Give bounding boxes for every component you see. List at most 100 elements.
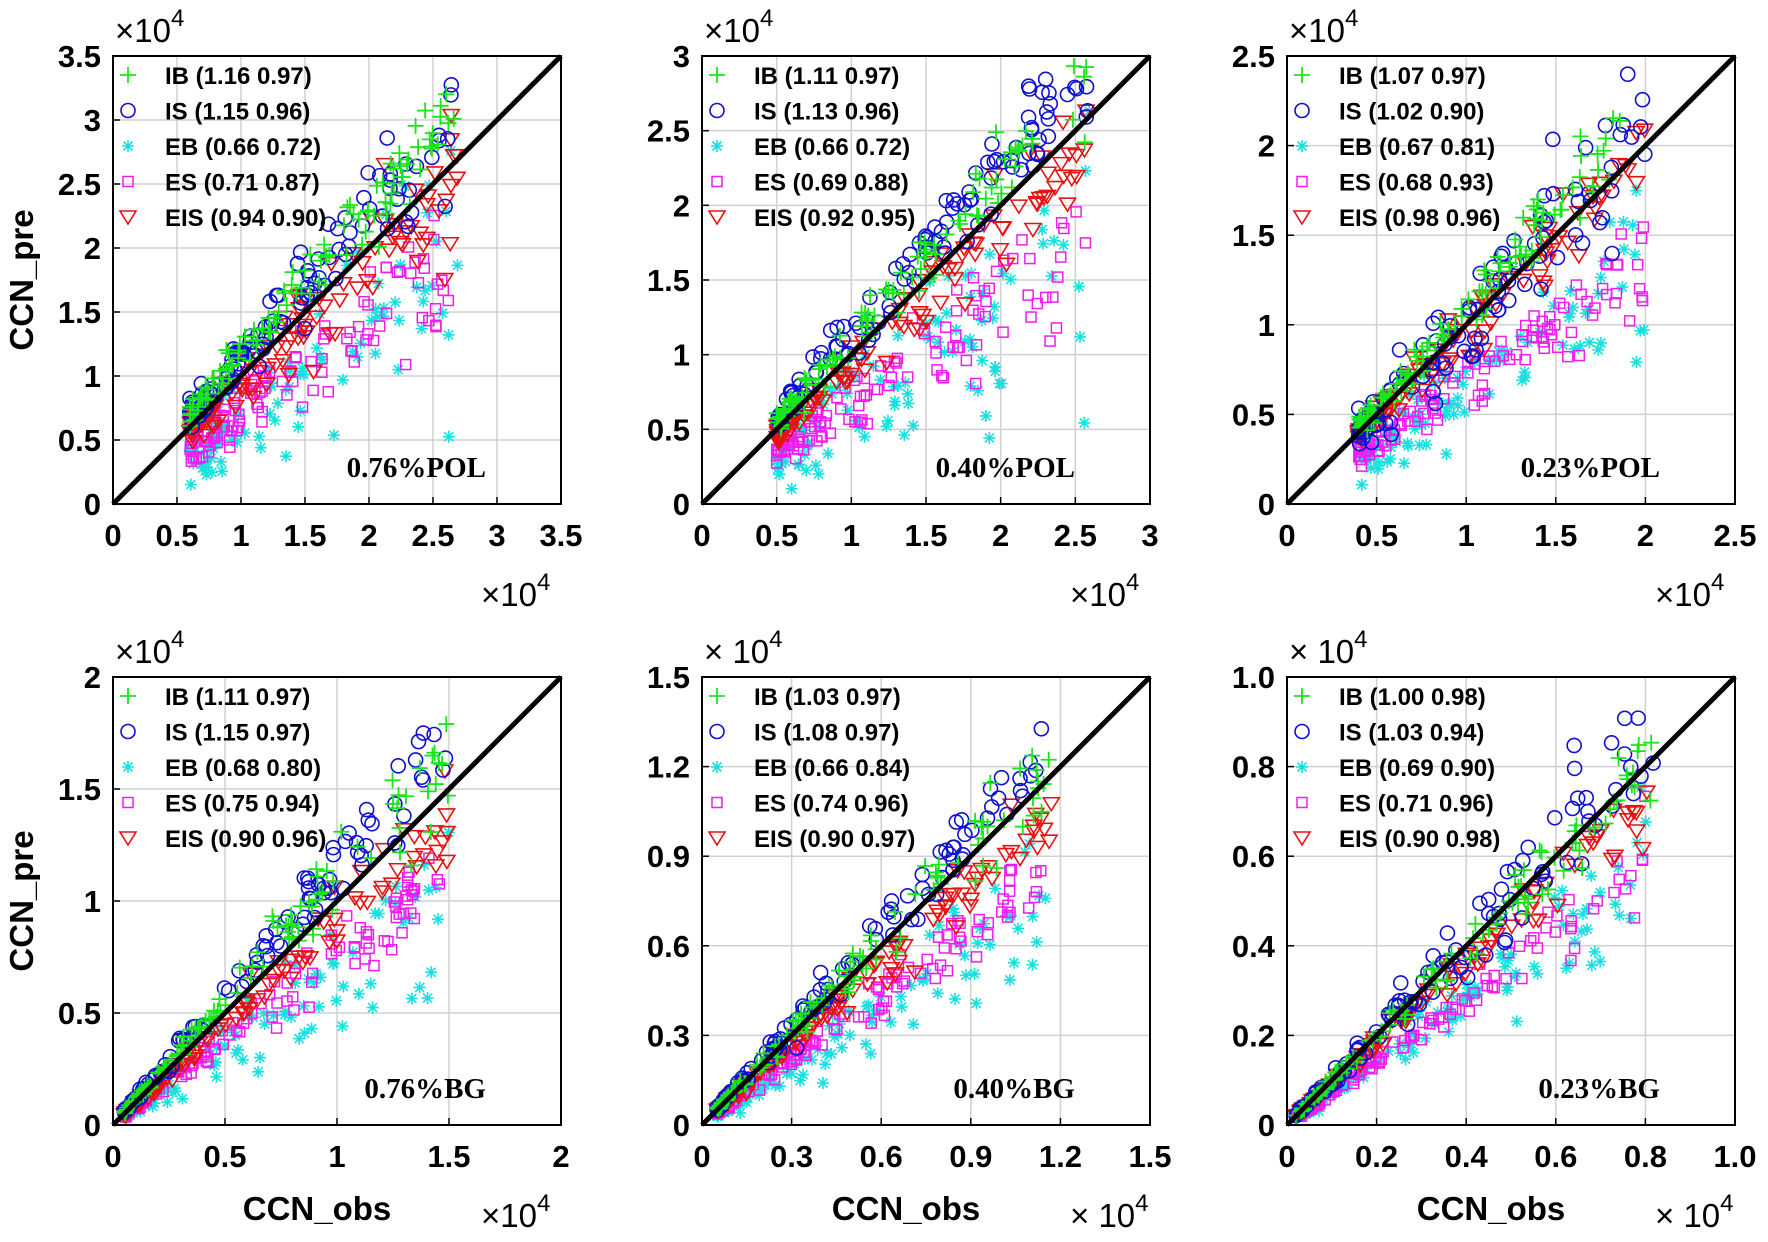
data-point-ES	[1623, 315, 1636, 327]
data-point-IB	[977, 190, 994, 207]
data-point-ES	[824, 427, 837, 439]
x-tick-label: 1	[328, 1139, 345, 1174]
data-point-IB	[1528, 201, 1545, 218]
data-point-IS	[881, 298, 898, 314]
data-point-ES	[271, 997, 283, 1009]
data-point-ES	[843, 413, 855, 426]
data-point-EB	[1508, 970, 1521, 983]
data-point-ES	[417, 252, 430, 265]
data-point-EB	[327, 957, 340, 970]
y-exponent-base: × 10	[1289, 633, 1354, 670]
data-point-EB	[907, 1018, 920, 1031]
data-point-IS	[1497, 932, 1514, 948]
data-point-IB	[305, 926, 322, 943]
data-point-EB	[1003, 973, 1016, 986]
data-point-EB	[1037, 237, 1050, 250]
data-point-IB	[270, 303, 287, 320]
data-point-EB	[1472, 984, 1485, 997]
data-point-IS	[1615, 117, 1632, 133]
data-point-IB	[1408, 348, 1425, 365]
data-point-IS	[1567, 181, 1584, 198]
legend-label: EB (0.68 0.80)	[165, 755, 321, 782]
data-point-IS	[216, 980, 233, 996]
data-point-EB	[392, 363, 405, 376]
data-point-EB	[976, 287, 989, 300]
data-point-EB	[1000, 909, 1013, 922]
data-point-ES	[1449, 370, 1461, 383]
data-point-IB	[412, 161, 429, 178]
data-point-EIS	[1548, 898, 1568, 915]
data-point-ES	[397, 907, 410, 920]
data-point-EIS	[345, 891, 365, 907]
data-point-IB	[1423, 961, 1440, 978]
panel-label: 0.40%POL	[936, 452, 1075, 484]
data-point-ES	[360, 926, 373, 938]
x-tick-label: 3	[488, 518, 505, 553]
data-point-EB	[1613, 909, 1626, 922]
series-IB	[181, 86, 462, 434]
data-point-ES	[970, 339, 983, 351]
data-point-IS	[945, 192, 962, 208]
data-point-EIS	[1529, 913, 1548, 929]
data-point-EIS	[1481, 316, 1501, 332]
data-point-ES	[996, 906, 1008, 918]
data-point-IB	[1432, 315, 1449, 332]
data-point-EIS	[266, 358, 286, 374]
data-point-ES	[849, 416, 861, 428]
data-point-IB	[1610, 749, 1627, 766]
data-point-EIS	[425, 166, 445, 182]
data-point-EB	[1564, 284, 1577, 297]
data-point-IB	[308, 861, 325, 878]
data-point-IS	[1450, 327, 1467, 344]
data-point-EB	[880, 420, 893, 433]
data-point-EB	[1454, 1009, 1467, 1022]
data-point-EB	[1548, 891, 1561, 904]
data-point-EIS	[413, 238, 433, 254]
data-point-IB	[1033, 803, 1050, 820]
data-point-IB	[430, 754, 447, 771]
legend-label: EB (0.66 0.72)	[754, 134, 910, 161]
y-tick-label: 0.6	[647, 929, 690, 964]
legend-marker-ES	[711, 175, 723, 188]
data-point-ES	[1468, 399, 1481, 411]
data-point-IB	[339, 199, 356, 216]
data-point-ES	[1538, 342, 1550, 355]
data-point-ES	[430, 320, 442, 333]
data-point-EB	[1639, 815, 1652, 828]
panel-label: 0.76%BG	[364, 1073, 486, 1105]
data-point-ES	[1025, 311, 1037, 323]
data-point-IB	[982, 774, 999, 791]
y-tick-label: 1.5	[58, 295, 101, 330]
data-point-EIS	[426, 859, 446, 875]
legend-label: ES (0.74 0.96)	[754, 791, 909, 818]
data-point-EB	[210, 1041, 223, 1054]
data-point-IS	[1078, 109, 1095, 125]
y-exponent-base: ×10	[115, 12, 171, 49]
data-point-ES	[1628, 912, 1641, 924]
data-point-IB	[988, 171, 1005, 188]
data-point-IS	[1425, 984, 1441, 1000]
data-point-EIS	[894, 319, 914, 336]
data-point-EB	[397, 916, 410, 929]
panel-label: 0.23%POL	[1521, 452, 1660, 484]
data-point-EIS	[945, 272, 965, 288]
data-point-ES	[997, 326, 1009, 338]
data-point-IB	[1518, 905, 1535, 922]
data-point-ES	[1421, 423, 1433, 436]
data-point-IS	[1604, 245, 1620, 262]
data-point-IB	[268, 314, 285, 331]
data-point-ES	[185, 455, 198, 467]
data-point-IB	[777, 403, 794, 420]
legend-marker-EIS	[1292, 210, 1312, 226]
x-tick-label: 0.6	[860, 1139, 903, 1174]
data-point-EB	[971, 384, 984, 397]
data-point-ES	[1527, 324, 1540, 336]
data-point-ES	[401, 879, 414, 891]
data-point-IS	[360, 164, 376, 181]
data-point-IB	[1597, 815, 1614, 832]
data-point-ES	[196, 450, 209, 463]
data-point-EB	[824, 382, 837, 395]
y-tick-label: 2	[673, 188, 690, 223]
data-point-EB	[1574, 340, 1587, 353]
x-tick-label: 0.8	[1624, 1139, 1667, 1174]
